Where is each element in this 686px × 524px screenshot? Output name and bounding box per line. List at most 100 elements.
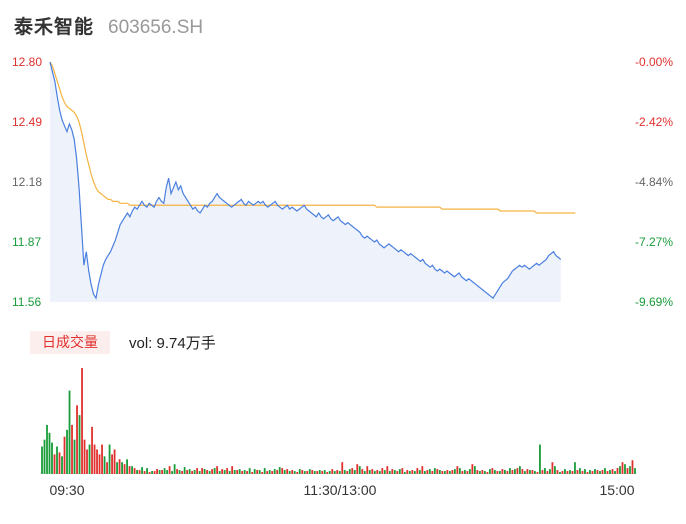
volume-bar [56,446,58,474]
volume-bar [303,471,306,474]
volume-bar [363,471,366,474]
volume-value: 9.74万手 [156,335,216,352]
price-axis-left: 12.80 12.49 12.18 11.87 11.56 [12,55,42,309]
volume-bar [599,471,601,474]
volume-bar [86,449,88,474]
volume-bar [458,468,461,474]
volume-bar [283,470,286,474]
volume-bar [526,469,529,474]
volume-bar [549,469,551,474]
volume-bar [213,468,216,474]
volume-bar [629,466,631,474]
volume-bar [604,468,606,474]
volume-bar [311,470,314,474]
volume-bar [196,468,199,474]
volume-bar [441,471,444,474]
volume-bar [73,439,76,474]
volume-bar [531,470,534,474]
volume-bar [381,468,384,474]
volume-bar [478,471,481,474]
volume-bar [436,469,439,474]
volume-bar [556,470,559,474]
volume-bar [616,468,619,474]
volume-bar [106,462,108,474]
volume-bar [83,439,86,474]
volume-bar [133,468,136,474]
volume-bar [121,462,123,474]
volume-bar [426,470,429,474]
volume-bar [306,471,309,474]
volume-bar [98,454,101,474]
volume-bar [286,469,289,474]
volume-bar [276,470,279,474]
volume-bar [258,470,261,474]
volume-bar [48,432,51,474]
volume-bar [131,466,133,474]
volume-bar [406,470,409,474]
volume-bar [473,466,476,474]
volume-bar [243,470,246,474]
volume-bar [46,424,48,474]
volume-bar [423,471,426,474]
volume-bar [336,470,339,474]
volume-bar [156,469,158,474]
volume-bar [466,471,469,474]
volume-bar [421,466,424,474]
volume-bar [206,470,209,474]
volume-bar [481,470,484,474]
volume-bar [483,471,486,474]
volume-bars-layer [41,368,636,474]
price-area-layer [50,62,561,302]
volume-bar [216,466,219,474]
price-tick-label: 12.49 [12,115,42,129]
volume-bar [118,459,121,474]
volume-bar [238,469,241,474]
volume-bar [391,469,394,474]
volume-bar [208,471,211,474]
average-price-line [49,61,576,214]
volume-bar [631,460,634,474]
stock-header: 泰禾智能 603656.SH [14,12,203,40]
volume-bar [266,471,269,474]
volume-bar [103,456,106,474]
volume-bar [584,469,586,474]
volume-bar [293,471,296,474]
volume-bar [68,390,71,474]
volume-bar [614,471,616,474]
volume-bar [461,471,464,474]
volume-bar [228,471,231,474]
price-area-fill [50,62,561,302]
volume-bar [496,471,499,474]
volume-bar [66,429,68,474]
volume-bar [93,444,96,474]
volume-bar [316,471,319,474]
percent-axis-right: -0.00% -2.42% -4.84% -7.27% -9.69% [635,55,673,309]
volume-bar [198,471,201,474]
volume-bar [396,471,399,474]
volume-bar [408,471,411,474]
volume-bar [338,471,341,474]
volume-bar [411,470,414,474]
volume-bar [251,472,254,474]
volume-bar [211,469,214,474]
volume-bar [321,471,324,474]
volume-bar [263,468,266,474]
volume-bar [271,471,274,474]
volume-bar [256,470,259,474]
volume-bar [561,471,564,474]
volume-bar [288,471,291,474]
volume-tab[interactable]: 日成交量 [30,331,110,354]
volume-bar [581,471,584,474]
volume-bar [331,469,334,474]
volume-bar [448,471,451,474]
volume-bar [51,442,53,474]
volume-bar [128,466,131,474]
volume-bar [246,471,249,474]
volume-bar [373,471,376,474]
volume-bar [491,468,494,474]
volume-bar [368,470,371,474]
volume-bar [298,469,301,474]
volume-bar [91,426,93,474]
volume-bar [61,456,63,474]
volume-bar [323,470,326,474]
